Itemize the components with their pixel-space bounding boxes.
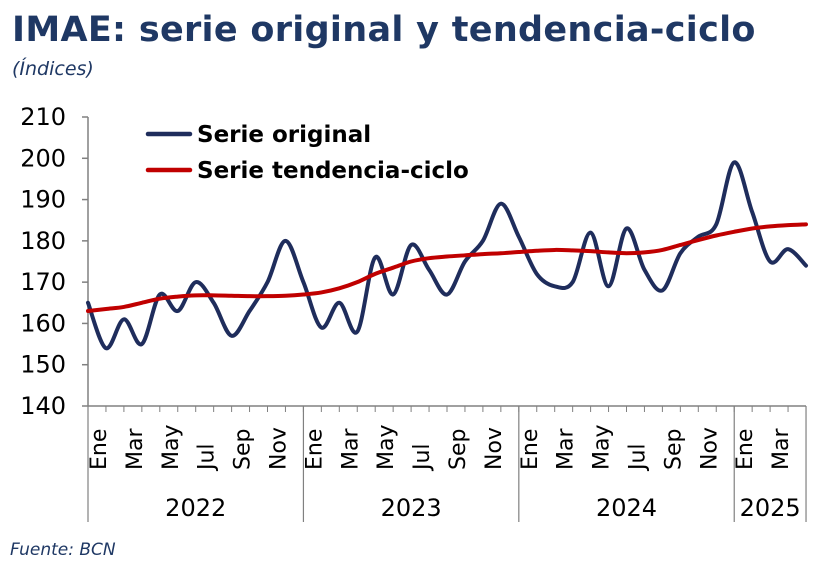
x-tick-label: Jul [195, 443, 220, 472]
legend-label: Serie original [197, 122, 371, 148]
y-tick-label: 150 [20, 351, 66, 379]
x-tick-label: Mar [338, 428, 363, 470]
year-label: 2024 [596, 494, 657, 522]
x-tick-label: Mar [554, 428, 579, 470]
y-tick-label: 170 [20, 268, 66, 296]
x-tick-label: Nov [697, 427, 722, 470]
x-tick-label: Ene [87, 429, 112, 470]
x-tick-label: May [590, 425, 615, 470]
y-tick-label: 160 [20, 309, 66, 337]
y-tick-label: 180 [20, 227, 66, 255]
x-tick-label: Nov [267, 427, 292, 470]
chart-subtitle: (Índices) [12, 58, 94, 80]
year-label: 2022 [165, 494, 226, 522]
source-note: Fuente: BCN [10, 540, 116, 560]
x-tick-label: Ene [302, 429, 327, 470]
y-tick-label: 210 [20, 103, 66, 131]
chart-title: IMAE: serie original y tendencia-ciclo [12, 10, 756, 50]
legend-label: Serie tendencia-ciclo [197, 158, 469, 184]
x-tick-label: Ene [518, 429, 543, 470]
x-tick-label: Mar [769, 428, 794, 470]
x-tick-label: May [159, 425, 184, 470]
x-tick-label: Nov [482, 427, 507, 470]
x-tick-label: Mar [123, 428, 148, 470]
x-tick-label: Jul [410, 443, 435, 472]
x-tick-label: Ene [733, 429, 758, 470]
year-label: 2023 [381, 494, 442, 522]
y-tick-label: 200 [20, 144, 66, 172]
x-tick-label: Sep [446, 429, 471, 470]
x-tick-label: Sep [661, 429, 686, 470]
y-tick-label: 140 [20, 392, 66, 420]
x-tick-label: May [374, 425, 399, 470]
x-tick-label: Sep [231, 429, 256, 470]
series-trend-line [86, 222, 808, 314]
x-tick-label: Jul [626, 443, 651, 472]
year-label: 2025 [740, 494, 801, 522]
y-tick-label: 190 [20, 186, 66, 214]
